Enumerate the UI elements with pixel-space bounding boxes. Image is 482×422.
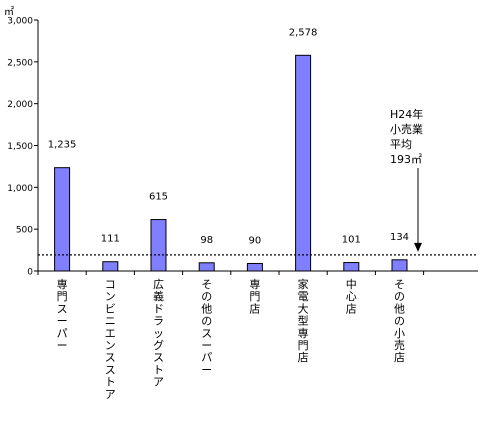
reference-label: H24年小売業平均 193㎡	[390, 107, 423, 166]
value-label: 101	[342, 235, 361, 246]
value-labels: 1,235 111 615 98 90 2,578 101 134	[48, 27, 409, 246]
category-label: 広義ドラッグストア	[153, 278, 164, 389]
y-tick-label: 2,500	[7, 58, 33, 68]
y-tick-label: 0	[27, 268, 33, 278]
bar	[54, 167, 71, 272]
category-label: 専門スーパー	[57, 278, 68, 352]
bar	[343, 262, 360, 272]
y-axis: 0 500 1,000 1,500 2,000 2,500 3,000	[7, 17, 39, 278]
value-label: 90	[249, 235, 262, 246]
category-label: 中心店	[346, 278, 357, 315]
value-label: 98	[200, 235, 213, 246]
y-tick-label: 1,000	[7, 184, 33, 194]
category-label: 専門店	[249, 278, 260, 315]
value-label: 134	[390, 232, 409, 243]
y-tick-label: 500	[16, 226, 33, 236]
value-label: 615	[149, 192, 168, 203]
value-label: 111	[101, 234, 120, 245]
bar	[391, 259, 408, 272]
bar	[150, 219, 167, 272]
y-tick-label: 1,500	[7, 142, 33, 152]
y-tick-label: 2,000	[7, 100, 33, 110]
unit-label: ㎡	[4, 6, 14, 18]
category-label: 家電大型専門店	[298, 277, 309, 364]
value-label: 1,235	[48, 140, 77, 151]
bar	[246, 262, 263, 272]
category-label: その他のスーパー	[201, 278, 212, 376]
category-label: その他の小売店	[394, 278, 405, 364]
reference-arrow-head	[414, 242, 422, 252]
category-label: コンビニエンスストア	[105, 278, 116, 401]
y-tick-label: 3,000	[7, 17, 33, 27]
bar	[198, 262, 215, 272]
bar	[102, 261, 119, 272]
reference-line-group: H24年小売業平均 193㎡	[38, 107, 478, 256]
x-axis: 専門スーパー コンビニエンスストア 広義ドラッグストア その他のスーパー 専門店 家電大型…	[37, 270, 478, 401]
bar	[295, 54, 312, 272]
value-label: 2,578	[289, 27, 318, 38]
